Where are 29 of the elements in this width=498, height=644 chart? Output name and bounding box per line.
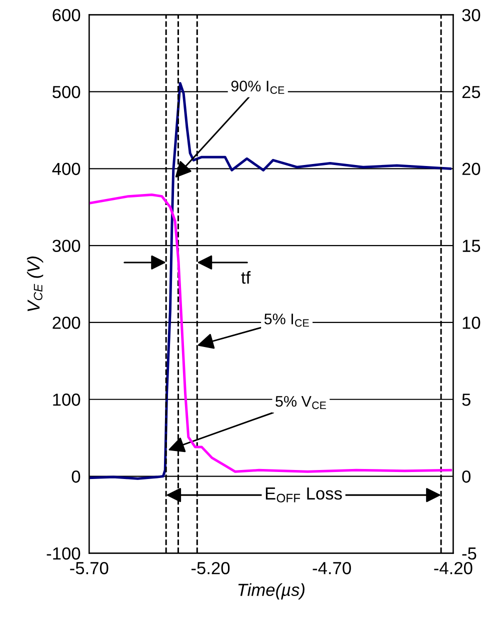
y2-tick-label: 25 <box>462 86 480 98</box>
y2-tick-label: 5 <box>462 394 470 406</box>
y2-tick-label: -5 <box>462 548 476 560</box>
x-tick-label: -5.70 <box>70 562 108 574</box>
annotation: tf <box>241 271 251 284</box>
annotation: 5% V$_{CE}$ <box>276 396 326 410</box>
x-tick-label: -5.20 <box>191 562 230 574</box>
x-tick-label: -4.70 <box>312 562 351 574</box>
y-tick-label: 600 <box>52 8 80 22</box>
y2-tick-label: 0 <box>462 470 470 483</box>
y-tick-label: 100 <box>53 394 80 406</box>
y-tick-label: -100 <box>46 547 80 560</box>
annotation: 90% I$_{CE}$ <box>231 80 284 94</box>
y-tick-label: 0 <box>72 470 80 483</box>
annotation: 5% I$_{CE}$ <box>264 314 309 327</box>
y2-tick-label: 10 <box>462 316 480 329</box>
line-series <box>89 194 452 473</box>
x-axis-title: Time(µs) <box>238 583 304 600</box>
y-tick-label: 400 <box>52 162 80 176</box>
y-tick-label: 500 <box>52 86 80 98</box>
line-series <box>89 82 452 480</box>
y2-tick-label: 20 <box>462 162 480 176</box>
y-tick-label: 200 <box>52 316 80 329</box>
y2-tick-label: 30 <box>462 8 480 22</box>
y-axis-title: V$_{CE}$ (V) <box>26 256 44 312</box>
annotation: E$_{OFF}$ Loss <box>266 488 342 502</box>
x-tick-label: -4.20 <box>434 562 472 574</box>
y2-tick-label: 15 <box>462 240 480 252</box>
y-tick-label: 300 <box>52 240 80 252</box>
